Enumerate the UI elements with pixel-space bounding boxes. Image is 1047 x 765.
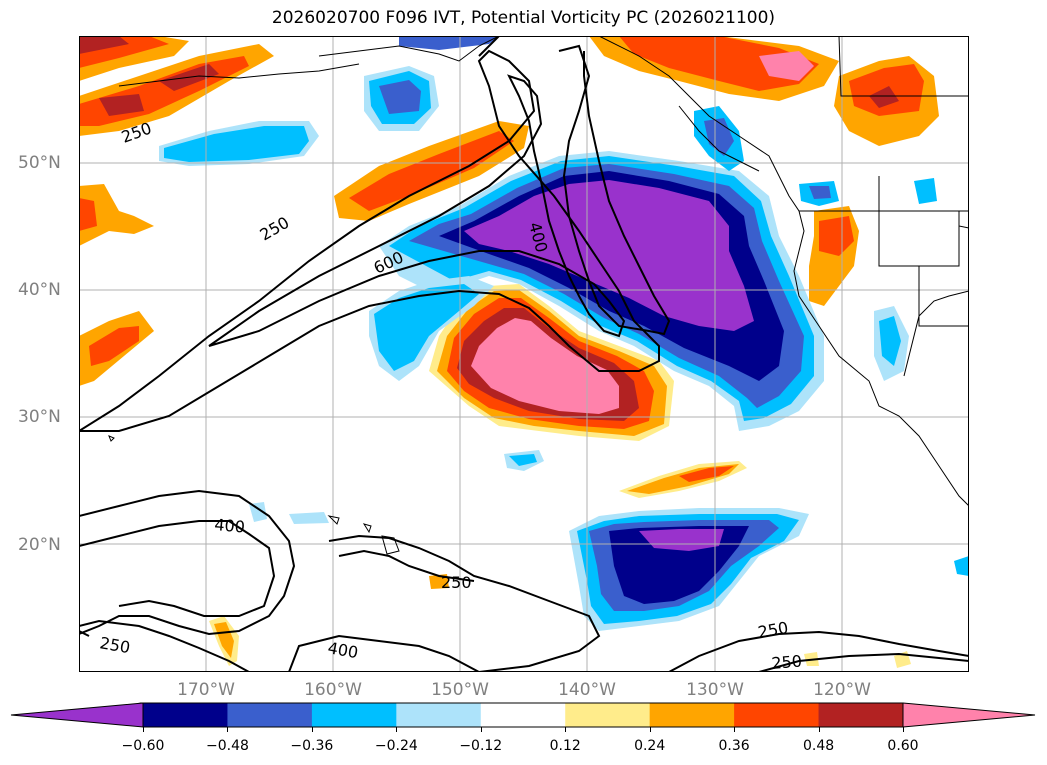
map-title: 2026020700 F096 IVT, Potential Vorticity… xyxy=(271,8,776,28)
colorbar-tick-label: −0.12 xyxy=(459,738,503,754)
contour-label: 250 xyxy=(257,213,293,245)
pv-positive-nw-band xyxy=(79,36,274,136)
colorbar-tick-label: 0.36 xyxy=(718,738,750,754)
contour-label: 250 xyxy=(771,651,803,672)
lon-label-130w: 130°W xyxy=(686,680,744,700)
colorbar-tick-label: −0.24 xyxy=(374,738,418,754)
lon-label-160w: 160°W xyxy=(304,680,362,700)
colorbar-tickmark xyxy=(396,727,398,732)
colorbar-extend-low xyxy=(11,703,143,727)
colorbar-tick-label: −0.48 xyxy=(205,738,249,754)
map-panel[interactable]: 250 250 600 400 400 250 400 250 250 250 xyxy=(79,36,969,672)
lat-label-20n: 20°N xyxy=(18,535,61,555)
colorbar-segment xyxy=(480,703,566,727)
contour-label: 250 xyxy=(441,573,472,592)
colorbar-tickmark xyxy=(143,727,144,732)
pv-positive-ne-blob xyxy=(589,36,939,306)
colorbar-tick-label: −0.60 xyxy=(121,738,165,754)
contour-label: 400 xyxy=(214,515,246,537)
colorbar-tickmark xyxy=(734,727,736,732)
colorbar-tickmark xyxy=(311,727,313,732)
pv-negative-southeast-blob xyxy=(569,508,809,631)
colorbar-tick-label: 0.24 xyxy=(634,738,666,754)
colorbar xyxy=(10,702,1036,728)
colorbar-tickmark xyxy=(565,727,567,732)
graticule xyxy=(79,36,969,672)
colorbar-segment xyxy=(565,703,651,727)
colorbar-tick-label: 0.48 xyxy=(802,738,835,754)
pv-positive-mid-band xyxy=(334,121,529,221)
contour-label: 250 xyxy=(98,633,131,657)
colorbar-extend-high xyxy=(903,703,1035,727)
colorbar-tick-label: −0.36 xyxy=(290,738,334,754)
lon-label-150w: 150°W xyxy=(431,680,489,700)
colorbar-segment xyxy=(649,703,735,727)
lat-label-50n: 50°N xyxy=(18,153,61,173)
pv-positive-west-blob xyxy=(79,184,154,246)
colorbar-segment xyxy=(734,703,820,727)
colorbar-segment xyxy=(396,703,482,727)
lat-label-30n: 30°N xyxy=(18,407,61,427)
coastlines xyxy=(108,36,969,555)
colorbar-tickmark xyxy=(818,727,820,732)
colorbar-tickmark xyxy=(480,727,482,732)
lon-label-170w: 170°W xyxy=(177,680,235,700)
colorbar-tickmark xyxy=(649,727,651,732)
contour-label: 250 xyxy=(756,618,789,642)
contour-label: 400 xyxy=(326,638,359,662)
colorbar-tickmark xyxy=(903,727,904,732)
colorbar-tick-label: 0.12 xyxy=(549,738,581,754)
ivt-contours xyxy=(79,36,969,672)
colorbar-tickmark xyxy=(227,727,229,732)
colorbar-segment xyxy=(311,703,397,727)
lat-label-40n: 40°N xyxy=(18,280,61,300)
lon-label-120w: 120°W xyxy=(813,680,871,700)
map-svg: 250 250 600 400 400 250 400 250 250 250 xyxy=(79,36,969,672)
colorbar-segment xyxy=(143,703,228,727)
colorbar-segment xyxy=(227,703,313,727)
lon-label-140w: 140°W xyxy=(558,680,616,700)
colorbar-segment xyxy=(818,703,904,727)
pv-positive-central-blob xyxy=(429,284,674,441)
colorbar-tick-label: 0.60 xyxy=(887,738,919,754)
